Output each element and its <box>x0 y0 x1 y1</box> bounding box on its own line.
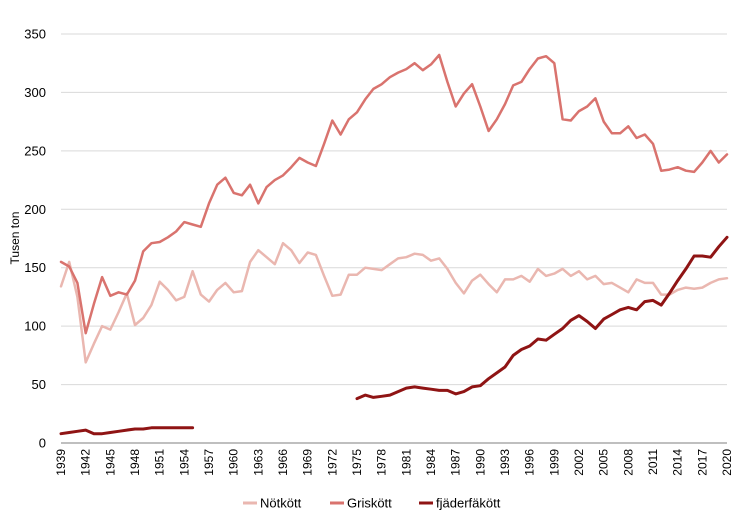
x-tick-label: 1999 <box>547 449 561 476</box>
series-line-n-tk-tt <box>59 241 729 364</box>
y-tick-label: 300 <box>24 85 46 100</box>
y-tick-label: 200 <box>24 202 46 217</box>
legend-label: fjäderfäkött <box>436 496 501 511</box>
x-tick-label: 1990 <box>473 449 487 476</box>
x-tick-label: 2011 <box>646 449 660 475</box>
x-tick-label: 1945 <box>103 449 117 476</box>
legend: Nötkött Griskött fjäderfäkött <box>243 496 501 511</box>
x-tick-label: 1978 <box>375 449 389 476</box>
x-tick-label: 1960 <box>227 449 241 476</box>
x-tick-label: 1966 <box>276 449 290 476</box>
x-tick-label: 1981 <box>399 449 413 476</box>
x-tick-label: 1993 <box>498 449 512 476</box>
x-tick-label: 1951 <box>153 449 167 476</box>
axes: 0 50 100 150 200 250 300 350 1939 1942 1945 1948 195… <box>24 27 734 476</box>
x-tick-label: 1987 <box>449 449 463 476</box>
legend-label: Nötkött <box>260 496 302 511</box>
y-tick-label: 0 <box>39 436 46 451</box>
y-tick-label: 350 <box>24 27 46 42</box>
x-tick-label: 1975 <box>350 449 364 476</box>
series-line-fj-derf-k-tt <box>355 235 729 401</box>
y-axis-title: Tusen ton <box>8 212 22 265</box>
x-tick-label: 2014 <box>671 449 685 476</box>
x-tick-label: 2005 <box>597 449 611 476</box>
x-tick-label: 1972 <box>325 449 339 476</box>
x-tick-label: 1948 <box>128 449 142 476</box>
y-tick-label: 150 <box>24 260 46 275</box>
y-tick-label: 100 <box>24 319 46 334</box>
gridlines <box>61 33 727 386</box>
series-line-grisk-tt <box>59 53 729 335</box>
y-tick-label: 250 <box>24 143 46 158</box>
legend-label: Griskött <box>347 496 392 511</box>
x-tick-label: 1969 <box>301 449 315 476</box>
x-tick-label: 1963 <box>251 449 265 476</box>
x-tick-label: 1954 <box>177 449 191 476</box>
x-tick-label: 1957 <box>202 449 216 476</box>
x-tick-label: 1996 <box>523 449 537 476</box>
x-tick-label: 1984 <box>424 449 438 476</box>
x-tick-label: 2008 <box>621 449 635 476</box>
x-tick-label: 2002 <box>572 449 586 476</box>
x-tick-label: 2017 <box>695 449 709 476</box>
y-tick-label: 50 <box>32 377 46 392</box>
series-lines <box>59 53 729 436</box>
x-tick-label: 1942 <box>79 449 93 476</box>
series-line-fj-derf-k-tt <box>59 426 195 436</box>
x-tick-label: 2020 <box>720 449 734 476</box>
x-tick-label: 1939 <box>54 449 68 476</box>
